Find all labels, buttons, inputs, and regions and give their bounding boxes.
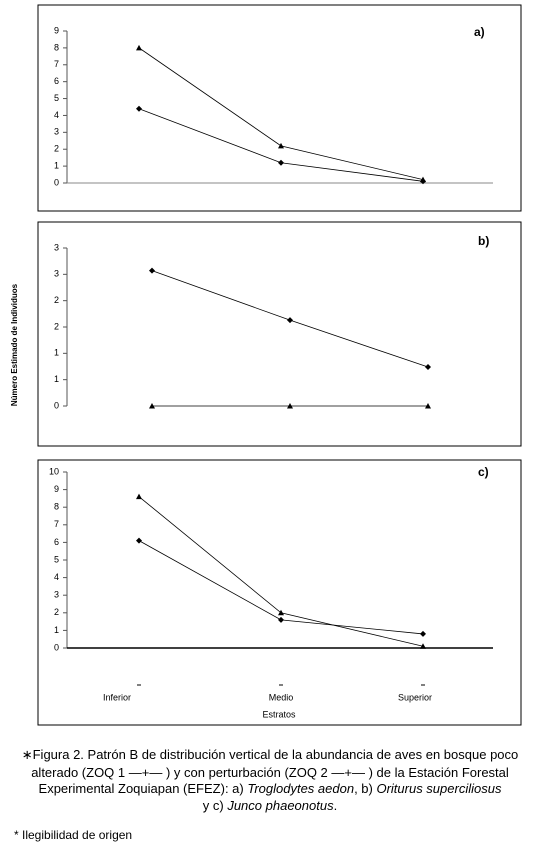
diamond-marker bbox=[287, 317, 293, 324]
caption-line: Experimental Zoquiapan (EFEZ): a) Troglo… bbox=[39, 781, 502, 796]
y-tick-label: 10 bbox=[49, 466, 59, 476]
footnote: * Ilegibilidad de origen bbox=[14, 828, 132, 842]
y-tick-label: 0 bbox=[54, 400, 59, 410]
y-tick-label: 3 bbox=[54, 269, 59, 279]
panel-frame bbox=[37, 221, 522, 447]
y-tick-label: 8 bbox=[54, 42, 59, 52]
y-tick-label: 1 bbox=[54, 160, 59, 170]
caption-segment: y c) bbox=[203, 798, 228, 813]
y-tick-label: 6 bbox=[54, 76, 59, 86]
y-tick-label: 1 bbox=[54, 348, 59, 358]
diamond-marker bbox=[136, 537, 142, 544]
caption-line: ∗Figura 2. Patrón B de distribución vert… bbox=[22, 747, 519, 762]
diamond-marker bbox=[149, 267, 155, 274]
y-tick-label: 2 bbox=[54, 607, 59, 617]
y-tick-label: 2 bbox=[54, 295, 59, 305]
triangle-marker bbox=[149, 403, 155, 409]
triangle-marker bbox=[287, 403, 293, 409]
y-tick-label: 3 bbox=[54, 127, 59, 137]
y-tick-label: 5 bbox=[54, 93, 59, 103]
y-tick-label: 1 bbox=[54, 625, 59, 635]
caption-segment: Junco phaeonotus bbox=[226, 798, 334, 813]
y-tick-label: 8 bbox=[54, 502, 59, 512]
diamond-marker bbox=[420, 630, 426, 637]
caption-segment: . bbox=[334, 798, 338, 813]
panel-frame bbox=[37, 459, 522, 726]
y-tick-label: 9 bbox=[54, 25, 59, 35]
panel-frame bbox=[37, 4, 522, 212]
caption-segment: alterado (ZOQ 1 —+— ) y con perturbación… bbox=[31, 765, 509, 780]
triangle-marker bbox=[136, 44, 142, 51]
x-tick-label: Inferior bbox=[103, 692, 131, 702]
y-tick-label: 4 bbox=[54, 110, 59, 120]
caption-segment: Troglodytes aedon bbox=[247, 781, 354, 796]
triangle-marker bbox=[420, 643, 426, 649]
y-axis-label: Número Estimado de Individuos bbox=[10, 283, 19, 406]
y-tick-label: 3 bbox=[54, 590, 59, 600]
x-axis-label: Estratos bbox=[262, 709, 296, 719]
x-tick-label: Superior bbox=[398, 692, 432, 702]
x-tick-label: Medio bbox=[269, 692, 294, 702]
caption-segment: ∗Figura 2. Patrón B de distribución vert… bbox=[22, 747, 519, 762]
y-tick-label: 9 bbox=[54, 484, 59, 494]
y-tick-label: 0 bbox=[54, 177, 59, 187]
y-tick-label: 7 bbox=[54, 59, 59, 69]
y-tick-label: 2 bbox=[54, 144, 59, 154]
caption-segment: Experimental Zoquiapan (EFEZ): a) bbox=[39, 781, 248, 796]
diamond-marker bbox=[425, 364, 431, 371]
triangle-marker bbox=[136, 493, 142, 500]
caption-segment: , b) bbox=[354, 781, 376, 796]
y-tick-label: 4 bbox=[54, 572, 59, 582]
caption-line: alterado (ZOQ 1 —+— ) y con perturbación… bbox=[31, 765, 509, 780]
diamond-marker bbox=[278, 616, 284, 623]
panel-label: b) bbox=[478, 234, 489, 248]
y-tick-label: 3 bbox=[54, 242, 59, 252]
diamond-marker bbox=[136, 105, 142, 112]
y-tick-label: 7 bbox=[54, 519, 59, 529]
triangle-marker bbox=[278, 142, 284, 149]
y-tick-label: 2 bbox=[54, 321, 59, 331]
caption-segment: Oriturus superciliosus bbox=[376, 781, 501, 796]
caption-line: y c) Junco phaeonotus. bbox=[203, 798, 337, 813]
diamond-marker bbox=[278, 159, 284, 166]
y-tick-label: 1 bbox=[54, 374, 59, 384]
y-tick-label: 5 bbox=[54, 554, 59, 564]
panel-label: c) bbox=[478, 465, 489, 479]
triangle-marker bbox=[278, 609, 284, 616]
series-line bbox=[138, 496, 424, 647]
y-tick-label: 0 bbox=[54, 642, 59, 652]
panel-label: a) bbox=[474, 25, 485, 39]
y-tick-label: 6 bbox=[54, 537, 59, 547]
triangle-marker bbox=[425, 403, 431, 409]
triangle-marker bbox=[420, 176, 426, 183]
